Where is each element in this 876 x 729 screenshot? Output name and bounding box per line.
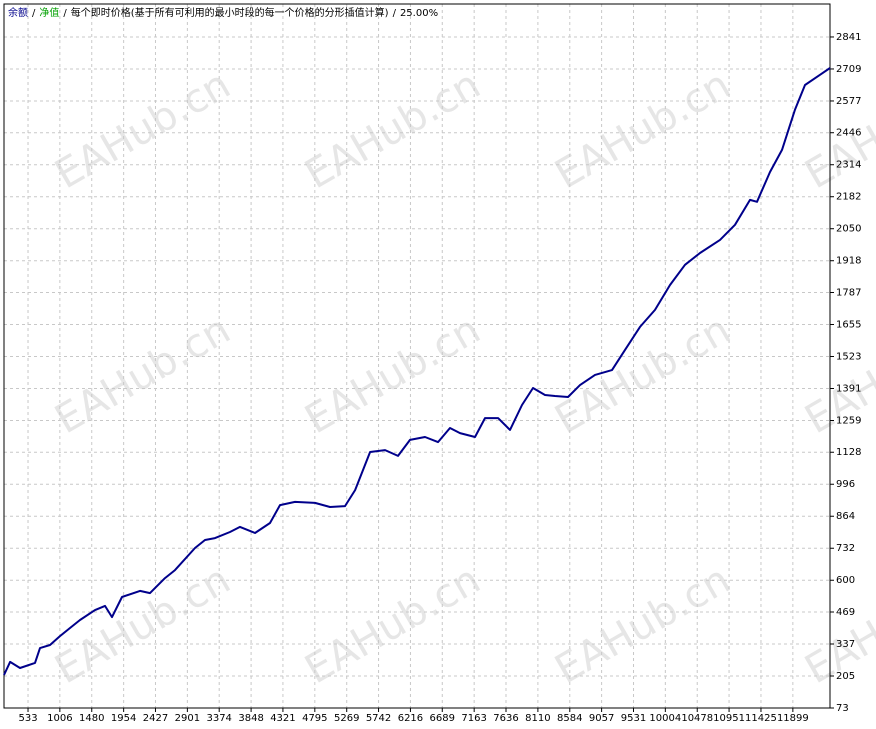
- y-tick-label: 2050: [836, 224, 861, 235]
- y-tick-label: 864: [836, 511, 855, 522]
- y-tick-label: 1918: [836, 256, 861, 267]
- y-tick-label: 732: [836, 543, 855, 554]
- modelling-quality: 25.00%: [400, 8, 438, 19]
- y-tick-label: 1259: [836, 415, 861, 426]
- x-tick-label: 4795: [302, 713, 327, 724]
- y-tick-label: 469: [836, 607, 855, 618]
- y-tick-label: 2577: [836, 96, 861, 107]
- subtitle: 每个即时价格(基于所有可利用的最小时段的每一个价格的分形插值计算): [71, 6, 389, 19]
- y-tick-label: 1391: [836, 383, 861, 394]
- legend-entry: 净值: [39, 6, 59, 19]
- x-tick-label: 11899: [777, 713, 809, 724]
- x-tick-label: 2427: [143, 713, 168, 724]
- x-tick-label: 533: [18, 713, 37, 724]
- x-tick-label: 6689: [430, 713, 455, 724]
- x-tick-label: 1954: [111, 713, 136, 724]
- x-tick-label: 5742: [366, 713, 391, 724]
- x-tick-label: 3374: [206, 713, 231, 724]
- y-tick-label: 2182: [836, 192, 861, 203]
- x-tick-label: 2901: [175, 713, 200, 724]
- y-tick-label: 996: [836, 479, 855, 490]
- x-tick-label: 8110: [525, 713, 550, 724]
- y-tick-label: 1787: [836, 287, 861, 298]
- y-tick-label: 2446: [836, 128, 861, 139]
- x-tick-label: 5269: [334, 713, 359, 724]
- x-tick-label: 7636: [493, 713, 518, 724]
- y-tick-label: 2314: [836, 160, 861, 171]
- x-tick-label: 10951: [713, 713, 745, 724]
- y-tick-label: 205: [836, 671, 855, 682]
- x-tick-label: 3848: [238, 713, 263, 724]
- x-tick-label: 7163: [461, 713, 486, 724]
- x-tick-label: 4321: [270, 713, 295, 724]
- y-tick-label: 2841: [836, 32, 861, 43]
- x-tick-label: 10478: [681, 713, 713, 724]
- y-tick-label: 600: [836, 575, 855, 586]
- x-tick-label: 9057: [589, 713, 614, 724]
- legend-entry: 余额: [8, 6, 28, 19]
- y-tick-label: 1128: [836, 447, 861, 458]
- x-tick-label: 1480: [79, 713, 104, 724]
- x-tick-label: 10004: [649, 713, 681, 724]
- y-tick-label: 337: [836, 639, 855, 650]
- header: 余额/净值/每个即时价格(基于所有可利用的最小时段的每一个价格的分形插值计算)/…: [8, 6, 438, 19]
- y-tick-label: 1523: [836, 351, 861, 362]
- y-tick-label: 73: [836, 703, 849, 714]
- x-tick-label: 6216: [398, 713, 423, 724]
- x-tick-label: 11425: [745, 713, 777, 724]
- y-tick-label: 1655: [836, 319, 861, 330]
- x-tick-label: 8584: [557, 713, 582, 724]
- x-tick-label: 9531: [621, 713, 646, 724]
- x-tick-label: 1006: [47, 713, 72, 724]
- y-tick-label: 2709: [836, 64, 861, 75]
- chart-header: 余额/净值/每个即时价格(基于所有可利用的最小时段的每一个价格的分形插值计算)/…: [8, 6, 438, 19]
